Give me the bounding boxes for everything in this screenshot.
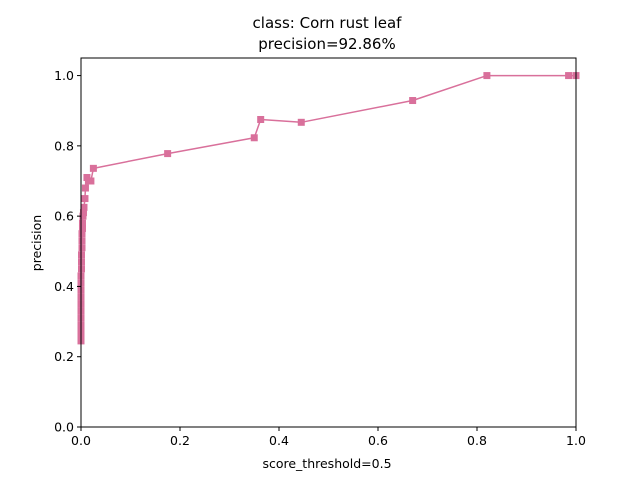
data-point (81, 184, 89, 192)
data-point (78, 224, 86, 232)
data-point (78, 230, 86, 238)
y-tick-label: 0.4 (54, 279, 74, 294)
x-tick-label: 0.4 (269, 433, 289, 448)
data-point (297, 118, 305, 126)
data-point (83, 173, 91, 181)
x-tick-label: 0.0 (71, 433, 91, 448)
y-tick-label: 0.6 (54, 209, 74, 224)
x-tick-label: 0.8 (467, 433, 487, 448)
axes-frame (80, 57, 577, 428)
data-point (79, 212, 87, 220)
x-tick-label: 0.6 (368, 433, 388, 448)
data-point (89, 164, 97, 172)
y-tick-label: 1.0 (54, 68, 74, 83)
y-tick-label: 0.8 (54, 138, 74, 153)
data-point (80, 203, 88, 211)
data-point (81, 195, 89, 203)
x-tick-label: 0.2 (170, 433, 190, 448)
data-point (79, 209, 87, 217)
data-point (257, 116, 265, 123)
x-tick-label: 1.0 (566, 433, 586, 448)
y-tick-label: 0.0 (54, 420, 74, 435)
chart-subtitle: precision=92.86% (258, 35, 395, 53)
data-point (78, 237, 86, 245)
data-point (87, 177, 95, 185)
data-point (78, 244, 86, 252)
y-tick-label: 0.2 (54, 349, 74, 364)
data-point (250, 134, 258, 142)
data-point (565, 72, 573, 80)
data-point (409, 97, 417, 105)
x-axis-label: score_threshold=0.5 (262, 456, 391, 471)
data-point (78, 219, 86, 227)
series-line (80, 74, 576, 341)
plot-area: 0.0 0.2 0.4 0.6 0.8 1.0 0.0 0.2 0.4 0.6 0.8 1.0 (54, 57, 586, 448)
data-point (164, 150, 172, 158)
y-axis-label: precision (29, 215, 44, 271)
chart-title: class: Corn rust leaf (253, 14, 403, 32)
data-point (483, 72, 491, 80)
